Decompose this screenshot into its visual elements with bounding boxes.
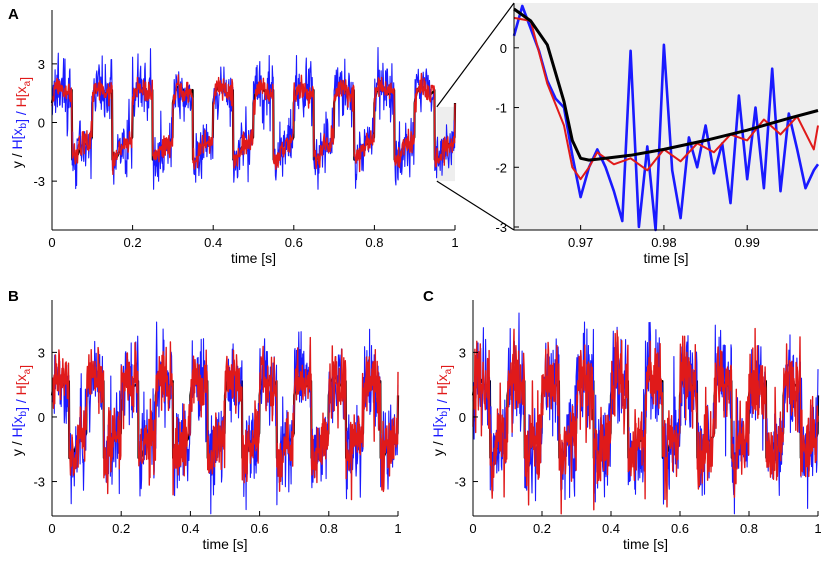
- y-axis-label-part: a: [22, 80, 33, 86]
- x-tick-label: 1: [394, 521, 401, 536]
- x-tick-label: 0.6: [285, 235, 303, 250]
- y-tick-label: -3: [454, 475, 466, 490]
- y-axis-label-part: y /: [9, 149, 25, 168]
- x-tick-label: 0.97: [568, 235, 593, 250]
- y-axis-label-part: ] /: [13, 107, 29, 123]
- zoom-connector-bottom: [436, 180, 515, 231]
- x-tick-label: 1: [814, 521, 821, 536]
- y-axis-label-part: b: [18, 410, 29, 416]
- x-tick-label: 0.6: [251, 521, 269, 536]
- y-axis-label-part: ]: [17, 77, 33, 81]
- x-tick-label: 0: [48, 521, 55, 536]
- x-tick-label: 0.99: [735, 235, 760, 250]
- y-axis-label-part: ]: [17, 365, 33, 369]
- x-tick-label: 0.2: [124, 235, 142, 250]
- y-axis-label-part: ] /: [434, 395, 450, 411]
- zoom-series-y-line: [513, 7, 819, 162]
- y-tick-label: 3: [38, 57, 45, 72]
- x-tick-label: 0.4: [602, 521, 620, 536]
- y-tick-label: 0: [459, 410, 466, 425]
- x-tick-label: 0.8: [365, 235, 383, 250]
- x-tick-label: 1: [451, 235, 458, 250]
- panel-letter-B: B: [8, 288, 19, 305]
- x-tick-label: 0.4: [181, 521, 199, 536]
- zoom-series-hxb-line: [512, 4, 820, 232]
- y-tick-label: -3: [33, 174, 45, 189]
- y-axis-label: y / H[xb] / H[xa]: [9, 365, 33, 456]
- y-axis-label-part: b: [439, 410, 450, 416]
- panel-letter-C: C: [423, 288, 434, 305]
- series-hxa-line: [472, 327, 819, 515]
- x-tick-label: 0.8: [740, 521, 758, 536]
- y-tick-label: 3: [459, 345, 466, 360]
- x-tick-label: 0.2: [112, 521, 130, 536]
- y-tick-label: -2: [495, 160, 507, 175]
- y-axis-label-part: ] /: [13, 395, 29, 411]
- x-tick-label: 0.2: [533, 521, 551, 536]
- y-axis-label-part: H[x: [430, 416, 446, 437]
- x-tick-label: 0.6: [671, 521, 689, 536]
- y-axis-label-part: a: [22, 368, 33, 374]
- x-axis-label: time [s]: [231, 250, 276, 266]
- y-tick-label: 0: [500, 41, 507, 56]
- series-hxb-line: [51, 47, 456, 190]
- y-tick-label: 0: [38, 410, 45, 425]
- y-axis-label-part: y /: [430, 437, 446, 456]
- panel-A-zoom: 0.97 0.98 0.99 -3 -2 -1 0 time [s]: [495, 3, 820, 266]
- y-axis-label-part: H[x: [13, 374, 29, 395]
- x-axis-label: time [s]: [623, 536, 668, 552]
- x-axis-label: time [s]: [202, 536, 247, 552]
- series-hxa-line: [51, 72, 456, 176]
- y-tick-label: 0: [38, 116, 45, 131]
- x-tick-label: 0.8: [320, 521, 338, 536]
- y-axis-label-part: H[x: [13, 86, 29, 107]
- y-axis-label-part: a: [443, 368, 454, 374]
- y-axis-label: y / H[xb] / H[xa]: [9, 77, 33, 168]
- y-axis-label-part: ]: [438, 365, 454, 369]
- y-axis-label-part: b: [18, 122, 29, 128]
- y-tick-label: -3: [33, 475, 45, 490]
- x-tick-label: 0.98: [651, 235, 676, 250]
- y-tick-label: 3: [38, 345, 45, 360]
- zoom-series-hxa-line: [513, 16, 819, 181]
- y-axis-label: y / H[xb] / H[xa]: [430, 365, 454, 456]
- y-axis-label-part: y /: [9, 437, 25, 456]
- x-tick-label: 0: [469, 521, 476, 536]
- y-axis-label-part: H[x: [9, 416, 25, 437]
- zoom-connector-top: [436, 2, 515, 108]
- x-axis-label: time [s]: [643, 250, 688, 266]
- panel-letter-A: A: [8, 6, 19, 23]
- x-tick-label: 0: [48, 235, 55, 250]
- y-tick-label: -3: [495, 220, 507, 235]
- x-tick-label: 0.4: [204, 235, 222, 250]
- y-tick-label: -1: [495, 101, 507, 116]
- y-axis-label-part: H[x: [434, 374, 450, 395]
- y-axis-label-part: H[x: [9, 128, 25, 149]
- series-hxa-line: [51, 336, 399, 501]
